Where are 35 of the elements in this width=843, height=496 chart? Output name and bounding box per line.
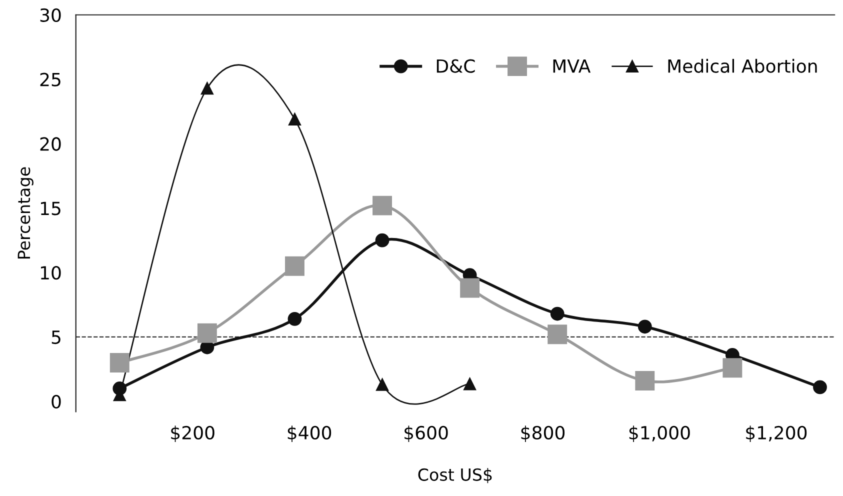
point xyxy=(285,256,304,276)
point xyxy=(375,233,390,248)
y-tick-label: 0 xyxy=(52,394,61,408)
legend-label: MVA xyxy=(553,59,591,73)
point xyxy=(200,82,214,95)
x-tick-label: $1,200 xyxy=(746,426,807,442)
point xyxy=(288,112,301,126)
point xyxy=(288,312,302,326)
x-tick-label: $400 xyxy=(288,426,332,442)
y-tick-label: 10 xyxy=(40,266,61,280)
y-axis-title: Percentage xyxy=(18,167,34,259)
y-tick-label: 15 xyxy=(40,202,60,216)
point xyxy=(550,306,564,321)
y-tick-label: 30 xyxy=(40,8,61,22)
point xyxy=(635,371,655,390)
point xyxy=(813,380,827,394)
y-tick-label: 25 xyxy=(40,72,60,86)
y-tick-label: 5 xyxy=(52,330,60,344)
x-axis-title: Cost US$ xyxy=(418,468,492,484)
point xyxy=(460,278,480,298)
x-tick-label: $800 xyxy=(521,426,565,442)
x-tick-label: $200 xyxy=(171,426,214,442)
point xyxy=(638,320,652,334)
y-tick-label: 20 xyxy=(40,137,61,151)
point xyxy=(110,353,130,372)
x-tick-label: $1,000 xyxy=(629,426,690,442)
point xyxy=(372,196,392,216)
legend-label: D&C xyxy=(436,59,475,73)
legend-label: Medical Abortion xyxy=(668,58,817,73)
x-tick-label: $600 xyxy=(404,426,448,442)
point xyxy=(376,378,389,391)
point xyxy=(548,324,568,344)
point xyxy=(722,358,742,378)
point xyxy=(464,378,476,390)
point xyxy=(197,323,217,343)
